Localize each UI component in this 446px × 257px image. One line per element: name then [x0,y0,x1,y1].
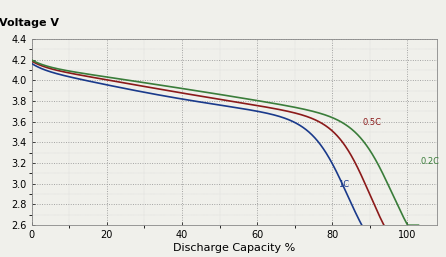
Text: 0.2C: 0.2C [420,157,439,166]
Text: Voltage V: Voltage V [0,18,59,28]
Text: 0.5C: 0.5C [362,118,381,127]
X-axis label: Discharge Capacity %: Discharge Capacity % [173,243,296,253]
Text: 1C: 1C [338,180,349,189]
